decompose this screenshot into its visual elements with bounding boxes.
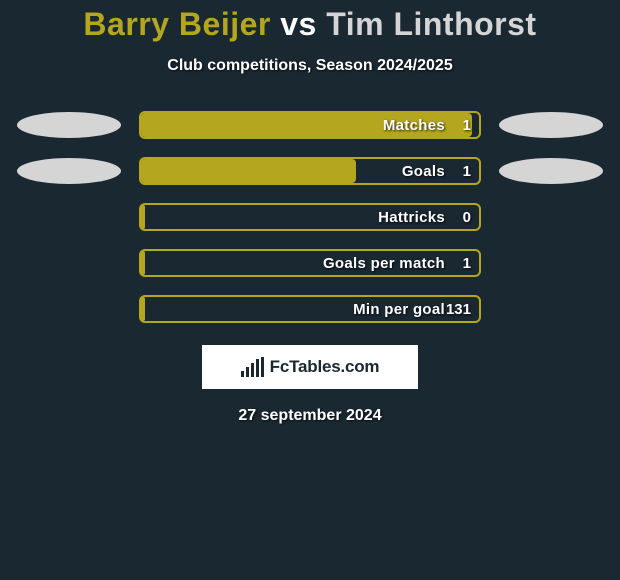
- value-ellipse-left: [17, 112, 121, 138]
- title-player2: Tim Linthorst: [326, 6, 536, 42]
- stat-row: Goals 1: [0, 157, 620, 185]
- bar-label: Goals per match: [139, 249, 445, 277]
- bar-value: 1: [463, 157, 471, 185]
- value-ellipse-left: [17, 158, 121, 184]
- bar-chart-icon: [241, 357, 264, 377]
- bar-value: 1: [463, 111, 471, 139]
- bar-label: Matches: [139, 111, 445, 139]
- stat-bar: Matches 1: [139, 111, 481, 139]
- value-ellipse-right: [499, 112, 603, 138]
- infographic-container: Barry Beijer vs Tim Linthorst Club compe…: [0, 0, 620, 425]
- bar-label: Min per goal: [139, 295, 445, 323]
- stat-bar: Hattricks 0: [139, 203, 481, 231]
- bar-value: 1: [463, 249, 471, 277]
- stat-row: Matches 1: [0, 111, 620, 139]
- stat-bar: Goals 1: [139, 157, 481, 185]
- stat-row: Min per goal131: [0, 295, 620, 323]
- stat-row: Goals per match 1: [0, 249, 620, 277]
- date-line: 27 september 2024: [238, 407, 381, 425]
- value-ellipse-right: [499, 158, 603, 184]
- bar-label: Hattricks: [139, 203, 445, 231]
- bar-label: Goals: [139, 157, 445, 185]
- logo-text: FcTables.com: [270, 357, 380, 377]
- stat-bar: Goals per match 1: [139, 249, 481, 277]
- title-player1: Barry Beijer: [83, 6, 270, 42]
- subtitle: Club competitions, Season 2024/2025: [167, 57, 452, 75]
- title-vs: vs: [280, 6, 317, 42]
- logo-box: FcTables.com: [202, 345, 418, 389]
- bar-value: 131: [446, 295, 471, 323]
- stat-row: Hattricks 0: [0, 203, 620, 231]
- stat-bar: Min per goal131: [139, 295, 481, 323]
- stat-rows: Matches1Goals1Hattricks0Goals per match1…: [0, 111, 620, 323]
- page-title: Barry Beijer vs Tim Linthorst: [83, 6, 536, 43]
- bar-value: 0: [463, 203, 471, 231]
